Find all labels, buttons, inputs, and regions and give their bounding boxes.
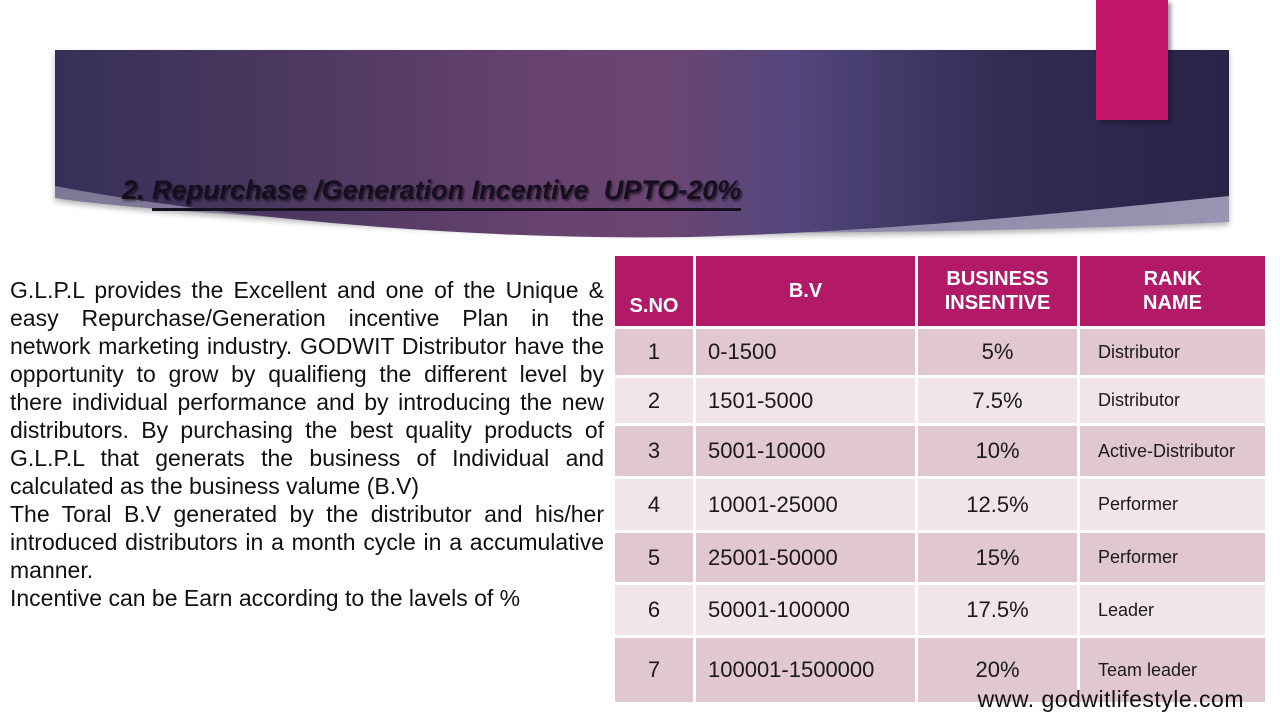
table-row: 6 50001-100000 17.5% Leader bbox=[612, 582, 1268, 638]
table-header-row: S.NO B.V BUSINESS INSENTIVE RANK NAME bbox=[612, 253, 1268, 329]
banner-swoosh-dark bbox=[55, 50, 1229, 238]
table-row: 3 5001-10000 10% Active-Distributor bbox=[612, 423, 1268, 479]
cell-incentive: 7.5% bbox=[915, 375, 1080, 426]
cell-bv: 10001-25000 bbox=[693, 476, 918, 533]
cell-incentive: 5% bbox=[915, 326, 1080, 378]
table-row: 2 1501-5000 7.5% Distributor bbox=[612, 375, 1268, 426]
cell-incentive: 20% bbox=[915, 635, 1080, 705]
title-number: 2. bbox=[122, 175, 153, 205]
cell-incentive: 15% bbox=[915, 530, 1080, 585]
cell-bv: 0-1500 bbox=[693, 326, 918, 378]
cell-incentive: 12.5% bbox=[915, 476, 1080, 533]
cell-rank: Performer bbox=[1077, 476, 1268, 533]
cell-bv: 5001-10000 bbox=[693, 423, 918, 479]
cell-bv: 50001-100000 bbox=[693, 582, 918, 638]
cell-sno: 4 bbox=[612, 476, 696, 533]
paragraph-1: G.L.P.L provides the Excellent and one o… bbox=[10, 277, 604, 499]
cell-rank: Performer bbox=[1077, 530, 1268, 585]
cell-sno: 1 bbox=[612, 326, 696, 378]
table-row: 5 25001-50000 15% Performer bbox=[612, 530, 1268, 585]
accent-bar bbox=[1096, 0, 1168, 120]
cell-rank: Leader bbox=[1077, 582, 1268, 638]
cell-rank: Team leader bbox=[1077, 635, 1268, 705]
column-header-sno: S.NO bbox=[612, 253, 696, 329]
banner-shape bbox=[55, 50, 1229, 238]
body-text-block: G.L.P.L provides the Excellent and one o… bbox=[10, 276, 604, 612]
cell-sno: 6 bbox=[612, 582, 696, 638]
table-row: 1 0-1500 5% Distributor bbox=[612, 326, 1268, 378]
incentive-table: S.NO B.V BUSINESS INSENTIVE RANK NAME 1 … bbox=[612, 253, 1268, 705]
column-header-business-incentive: BUSINESS INSENTIVE bbox=[915, 253, 1080, 329]
column-header-rank-name: RANK NAME bbox=[1077, 253, 1268, 329]
cell-rank: Active-Distributor bbox=[1077, 423, 1268, 479]
column-header-bv: B.V bbox=[693, 253, 918, 329]
paragraph-3: Incentive can be Earn according to the l… bbox=[10, 585, 521, 611]
table-row: 7 100001-1500000 20% Team leader bbox=[612, 635, 1268, 705]
website-url: www. godwitlifestyle.com bbox=[977, 686, 1244, 712]
cell-incentive: 10% bbox=[915, 423, 1080, 479]
cell-rank: Distributor bbox=[1077, 326, 1268, 378]
page-title: 2. Repurchase /Generation Incentive UPTO… bbox=[92, 144, 742, 237]
title-text: Repurchase /Generation Incentive UPTO-20… bbox=[152, 175, 742, 211]
paragraph-2: The Toral B.V generated by the distribut… bbox=[10, 501, 604, 583]
cell-incentive: 17.5% bbox=[915, 582, 1080, 638]
cell-bv: 25001-50000 bbox=[693, 530, 918, 585]
cell-bv: 1501-5000 bbox=[693, 375, 918, 426]
table-row: 4 10001-25000 12.5% Performer bbox=[612, 476, 1268, 533]
cell-bv: 100001-1500000 bbox=[693, 635, 918, 705]
cell-rank: Distributor bbox=[1077, 375, 1268, 426]
cell-sno: 3 bbox=[612, 423, 696, 479]
cell-sno: 2 bbox=[612, 375, 696, 426]
cell-sno: 7 bbox=[612, 635, 696, 705]
cell-sno: 5 bbox=[612, 530, 696, 585]
